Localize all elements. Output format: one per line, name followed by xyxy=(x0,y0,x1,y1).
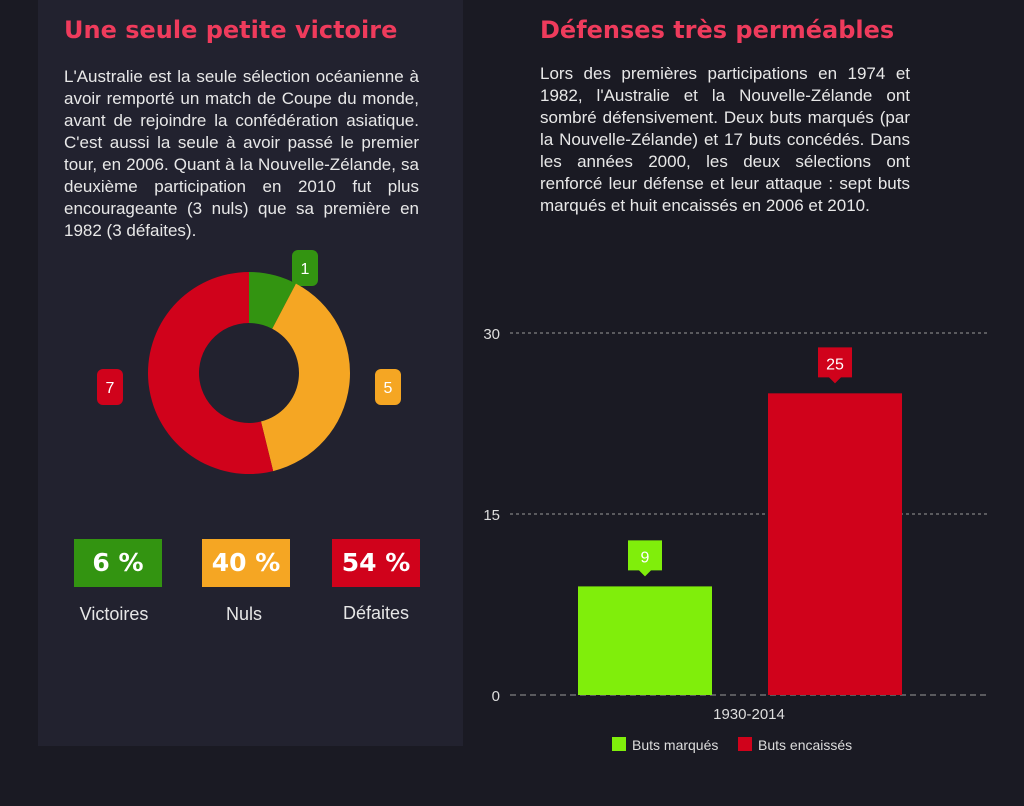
donut-label-bg-0 xyxy=(292,250,318,286)
stat-label-victoires: Victoires xyxy=(79,604,149,624)
donut-slice-2 xyxy=(147,272,274,474)
right-text: Lors des premières participations en 197… xyxy=(540,64,910,215)
legend-swatch-1 xyxy=(738,737,752,751)
stat-defaites: 54 % xyxy=(332,539,420,587)
donut-slice-0 xyxy=(249,272,296,329)
donut-label-1: 5 xyxy=(384,380,393,397)
bar-label-bg-0 xyxy=(628,540,662,577)
bar-label-1: 25 xyxy=(826,356,844,373)
legend-swatch-0 xyxy=(612,737,626,751)
legend-label-1[interactable]: Buts encaissés xyxy=(758,737,852,753)
donut-label-2: 7 xyxy=(106,380,115,397)
legend-label-0[interactable]: Buts marqués xyxy=(632,737,718,753)
bar-label-0: 9 xyxy=(641,549,650,566)
donut-label-bg-2 xyxy=(97,369,123,405)
y-tick: 0 xyxy=(492,688,500,705)
donut-slice-1 xyxy=(260,283,351,472)
donut-label-bg-1 xyxy=(375,369,401,405)
y-tick: 30 xyxy=(483,326,500,343)
stat-victoires: 6 % xyxy=(74,539,162,587)
stat-label-defaites: Défaites xyxy=(342,603,410,623)
bar-label-bg-1 xyxy=(818,347,852,384)
y-tick: 15 xyxy=(483,507,500,524)
right-title: Défenses très perméables xyxy=(540,16,895,44)
stat-nuls: 40 % xyxy=(202,539,290,587)
donut-label-0: 1 xyxy=(301,261,310,278)
bar-0 xyxy=(578,586,712,695)
x-tick: 1930-2014 xyxy=(713,706,785,723)
left-text: L'Australie est la seule sélection océan… xyxy=(64,67,419,240)
stat-label-nuls: Nuls xyxy=(225,604,262,624)
left-title: Une seule petite victoire xyxy=(64,16,398,44)
bar-1 xyxy=(768,393,902,695)
